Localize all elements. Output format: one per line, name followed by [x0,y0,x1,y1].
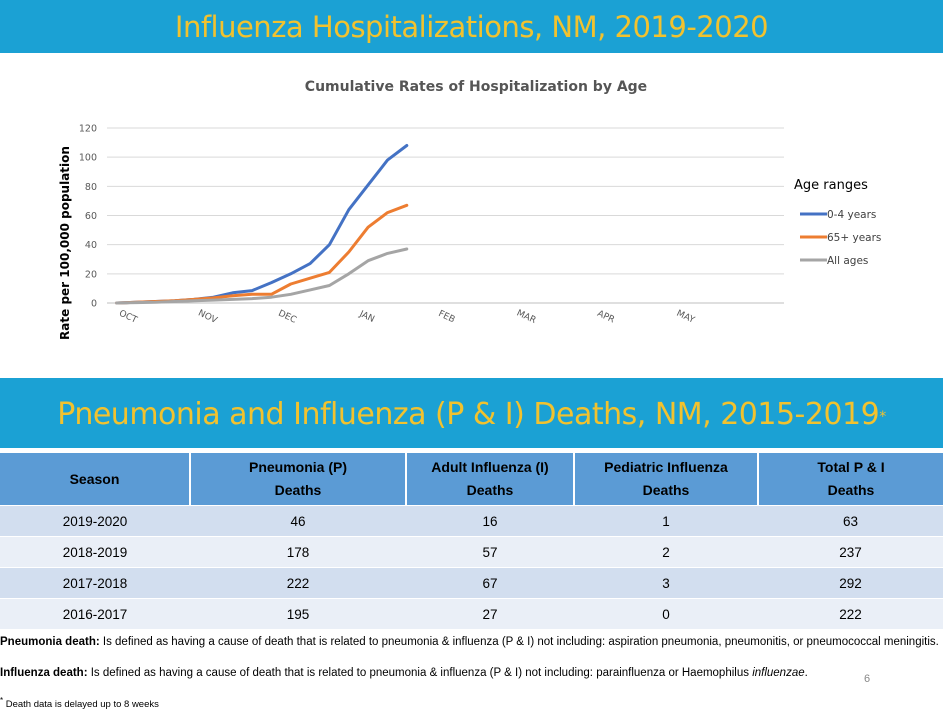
chart-gridlines [107,127,784,304]
chart-series-lines [115,144,409,305]
header-line-1: Total P & I [817,459,885,475]
footnote: * Death data is delayed up to 8 weeks [0,696,159,710]
x-tick-label: DEC [276,309,297,326]
pi-deaths-table: Season Pneumonia (P) Deaths Adult Influen… [0,453,943,629]
y-tick-label: 20 [85,269,97,280]
series-line-all-ages [115,247,409,305]
y-tick-label: 80 [85,182,97,193]
cell-pneumonia: 46 [190,505,406,537]
cell-adult-influenza: 67 [406,567,574,599]
cell-season: 2019-2020 [0,505,190,537]
table-header-row: Season Pneumonia (P) Deaths Adult Influen… [0,453,943,506]
header-adult-influenza: Adult Influenza (I) Deaths [406,453,575,506]
note-italic-term: influenzae [752,667,805,679]
y-tick-label: 60 [85,211,97,222]
page-number: 6 [864,673,871,685]
x-tick-labels: OCT NOV DEC JAN FEB MAR APR MAY [117,308,696,326]
table-row: 2018-2019 178 57 2 237 [0,536,943,568]
cell-adult-influenza: 27 [406,598,574,629]
note-text: Is defined as having a cause of death th… [99,636,939,648]
chart-legend: Age ranges 0-4 years 65+ years All ages [794,178,881,267]
x-tick-label: OCT [117,309,139,326]
cell-pneumonia: 178 [190,536,406,568]
x-tick-label: FEB [437,309,457,325]
y-tick-labels: 0 20 40 60 80 100 120 [79,124,97,310]
x-tick-label: MAR [515,308,538,326]
legend-entry: 65+ years [827,232,881,244]
y-tick-label: 120 [79,124,97,135]
section-title-asterisk: * [879,408,886,425]
header-pneumonia: Pneumonia (P) Deaths [190,453,407,506]
series-line-65-years [115,203,409,305]
cell-adult-influenza: 57 [406,536,574,568]
section-title: Pneumonia and Influenza (P & I) Deaths, … [57,396,886,432]
cell-total: 292 [758,567,943,599]
cell-pediatric-influenza: 2 [574,536,758,568]
x-tick-label: APR [596,309,616,326]
note-label: Pneumonia death: [0,636,100,648]
header-line-2: Deaths [274,482,322,498]
note-end: . [804,667,808,679]
note-text: Is defined as having a cause of death th… [87,667,753,679]
header-line-2: Deaths [642,482,690,498]
y-tick-label: 0 [91,299,97,310]
pneumonia-death-note: Pneumonia death: Is defined as having a … [0,635,940,649]
header-season: Season [0,453,191,506]
top-title-banner: Influenza Hospitalizations, NM, 2019-202… [0,0,943,53]
x-tick-label: NOV [196,308,219,326]
chart-title: Cumulative Rates of Hospitalization by A… [305,79,647,95]
header-line-1: Pediatric Influenza [604,459,728,475]
header-line-2: Deaths [827,482,875,498]
cell-pediatric-influenza: 1 [574,505,758,537]
cell-adult-influenza: 16 [406,505,574,537]
cell-season: 2017-2018 [0,567,190,599]
y-tick-label: 100 [79,153,97,164]
table-row: 2019-2020 46 16 1 63 [0,505,943,537]
deaths-title-banner: Pneumonia and Influenza (P & I) Deaths, … [0,378,943,448]
cell-pneumonia: 222 [190,567,406,599]
cell-season: 2018-2019 [0,536,190,568]
cell-season: 2016-2017 [0,598,190,629]
legend-entry: 0-4 years [827,209,876,221]
cell-pneumonia: 195 [190,598,406,629]
header-line-1: Adult Influenza (I) [431,459,549,475]
footnote-mark: * [0,696,4,705]
y-tick-label: 40 [85,240,97,251]
footnote-text: Death data is delayed up to 8 weeks [3,699,159,710]
hospitalization-line-chart: Cumulative Rates of Hospitalization by A… [58,79,881,340]
influenza-death-note: Influenza death: Is defined as having a … [0,666,940,680]
table-row: 2017-2018 222 67 3 292 [0,567,943,599]
cell-total: 222 [758,598,943,629]
page-title: Influenza Hospitalizations, NM, 2019-202… [174,9,769,44]
note-label: Influenza death: [0,667,88,679]
legend-title: Age ranges [794,178,868,193]
x-tick-label: JAN [357,309,376,325]
cell-pediatric-influenza: 3 [574,567,758,599]
x-tick-label: MAY [675,309,697,326]
section-title-text: Pneumonia and Influenza (P & I) Deaths, … [57,396,880,432]
series-line-0-4-years [115,144,409,305]
header-pediatric-influenza: Pediatric Influenza Deaths [574,453,759,506]
header-line-1: Season [69,470,120,487]
legend-entry: All ages [827,255,868,267]
cell-total: 237 [758,536,943,568]
header-line-1: Pneumonia (P) [248,459,347,475]
cell-pediatric-influenza: 0 [574,598,758,629]
cell-total: 63 [758,505,943,537]
table-row: 2016-2017 195 27 0 222 [0,598,943,629]
y-axis-label: Rate per 100,000 population [58,146,72,340]
header-total: Total P & I Deaths [758,453,943,506]
header-line-2: Deaths [466,482,514,498]
